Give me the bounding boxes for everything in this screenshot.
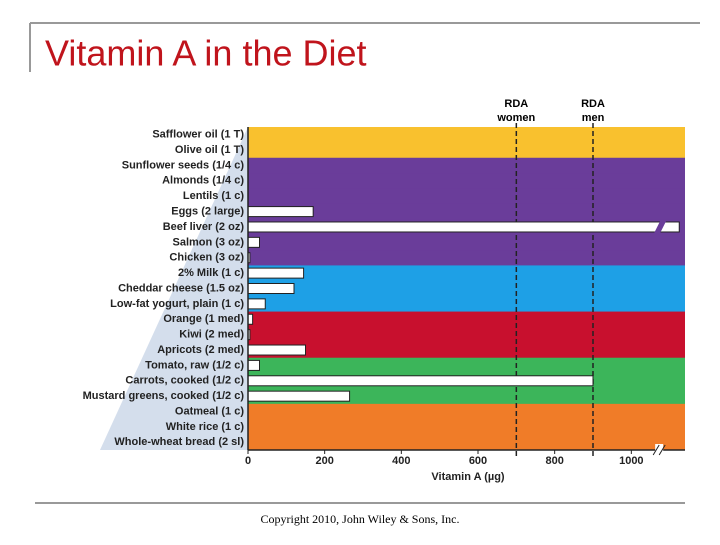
group-band [248,419,685,436]
y-tick-label: Salmon (3 oz) [172,236,244,248]
group-band [248,157,685,174]
bar [247,344,306,356]
chart-title: Vitamin A in the Diet [45,33,367,74]
axis-break [658,444,666,456]
group-band [248,265,685,282]
y-tick-label: Carrots, cooked (1/2 c) [125,375,244,387]
y-tick-label: Mustard greens, cooked (1/2 c) [83,390,245,402]
y-tick-label: Almonds (1/4 c) [162,175,244,187]
x-tick-label: 600 [469,455,487,467]
bar [247,206,314,218]
group-band [248,388,685,405]
x-axis-label: Vitamin A (µg) [431,471,504,483]
y-tick-label: Oatmeal (1 c) [175,405,244,417]
y-tick-label: Kiwi (2 med) [179,329,244,341]
bar [247,283,295,294]
x-tick-label: 200 [315,455,333,467]
reference-label: women [496,112,535,124]
y-tick-label: Sunflower seeds (1/4 c) [122,159,245,171]
y-tick-label: Chicken (3 oz) [169,252,244,264]
group-band [248,188,685,205]
group-band [248,234,685,251]
group-band [248,326,685,343]
bar [247,221,680,233]
y-tick-label: Tomato, raw (1/2 c) [145,359,244,371]
group-band [248,280,685,297]
y-tick-label: White rice (1 c) [166,421,245,433]
y-tick-label: Low-fat yogurt, plain (1 c) [110,298,244,310]
bar [247,236,260,248]
group-band [248,127,685,143]
footer: Copyright 2010, John Wiley & Sons, Inc. [261,512,460,526]
group-band [248,342,685,359]
y-tick-label: Apricots (2 med) [157,344,244,356]
reference-label: RDA [504,98,528,110]
x-tick-label: 0 [245,455,251,467]
group-band [248,434,685,451]
bar-break [654,220,667,233]
x-tick-label: 800 [545,455,563,467]
group-band [248,203,685,220]
bar [247,359,260,371]
group-band [248,250,685,266]
y-tick-label: Safflower oil (1 T) [152,129,244,141]
y-tick-label: Lentils (1 c) [183,190,244,202]
bar [247,298,266,310]
y-tick-label: Beef liver (2 oz) [163,221,245,233]
bar [247,267,305,279]
group-band [248,357,685,374]
y-tick-label: Eggs (2 large) [171,206,244,218]
y-tick-label: Orange (1 med) [163,313,244,325]
bar [247,375,594,387]
group-band [248,142,685,159]
group-band [248,403,685,420]
y-tick-label: 2% Milk (1 c) [178,267,244,279]
group-band [248,311,685,328]
group-band [248,296,685,313]
y-tick-label: Cheddar cheese (1.5 oz) [118,282,244,294]
x-tick-label: 400 [392,455,410,467]
axis-break-gap [655,444,664,456]
bar [247,390,351,402]
group-band [248,173,685,190]
y-tick-label: Olive oil (1 T) [175,144,244,156]
reference-label: RDA [581,98,605,110]
x-tick-label: 1000 [619,455,643,467]
y-tick-label: Whole-wheat bread (2 sl) [114,436,244,448]
pyramid [100,127,248,450]
reference-label: men [582,112,605,124]
axis-break [652,444,660,456]
